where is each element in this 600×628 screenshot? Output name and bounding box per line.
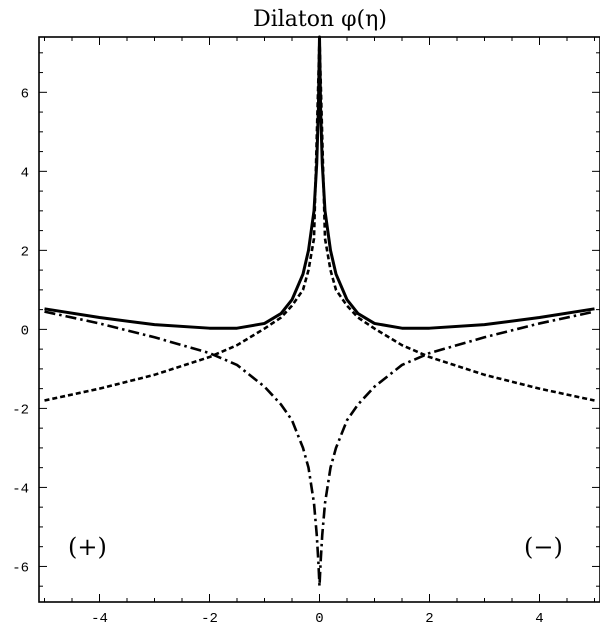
ticks-layer: -4 -2 0 2 4 -6 -4 -2 0 2 4 6 [12,37,600,627]
y-tick-label: -2 [12,402,29,418]
y-tick-label: 2 [21,244,29,260]
y-tick-label: 6 [21,86,29,102]
x-tick-label: -4 [91,611,108,627]
series-layer [44,35,595,588]
x-tick-label: -2 [201,611,218,627]
annotation-minus: (−) [524,533,563,561]
x-tick-label: 0 [315,611,323,627]
y-tick-label: -6 [12,560,29,576]
x-tick-label: 2 [425,611,433,627]
y-tick-label: 4 [21,165,29,181]
x-tick-label: 4 [535,611,543,627]
series-line-dash-dot [44,310,595,588]
chart-title: Dilaton φ(η) [253,7,387,32]
annotation-plus: (+) [68,533,107,561]
y-tick-label: 0 [21,323,29,339]
y-tick-label: -4 [12,481,29,497]
